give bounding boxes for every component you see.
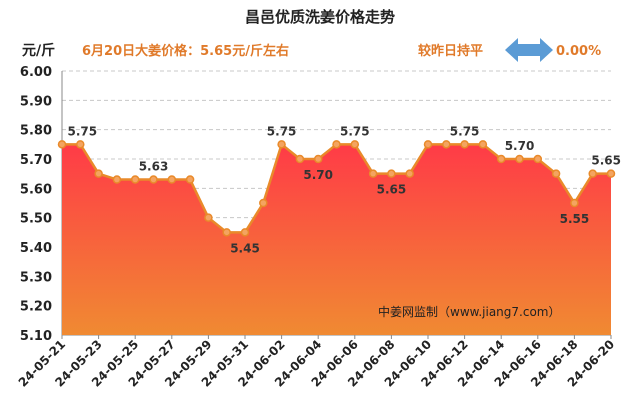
left-right-arrow-icon	[505, 38, 553, 62]
data-point	[240, 228, 250, 237]
y-tick-label: 5.80	[20, 124, 52, 139]
data-label: 5.75	[340, 124, 370, 138]
data-point	[167, 175, 177, 184]
data-label: 5.75	[450, 124, 480, 138]
area-fill-layer	[62, 144, 611, 335]
area-fill	[62, 144, 611, 335]
data-point	[515, 154, 524, 164]
data-point	[259, 198, 268, 208]
data-labels-layer: 5.75 5.63 5.45 5.75 5.70 5.75 5.65 5.75 5.70 5.55…	[67, 124, 621, 255]
y-tick-label: 5.10	[20, 329, 52, 344]
data-point	[460, 140, 469, 149]
data-point	[57, 140, 67, 149]
y-tick-label: 6.00	[20, 65, 52, 80]
y-tick-label: 5.50	[20, 212, 52, 227]
y-unit-label: 元/斤	[22, 42, 55, 59]
data-point	[94, 169, 103, 178]
data-label: 5.55	[560, 212, 590, 226]
data-point	[149, 175, 158, 184]
data-label: 5.45	[230, 241, 260, 255]
markers-layer	[57, 140, 616, 237]
data-point	[606, 169, 616, 178]
y-tick-label: 5.60	[20, 182, 52, 197]
x-axis-ticks: 24-05-2124-05-2324-05-2524-05-2724-05-29…	[16, 335, 617, 390]
watermark: 中姜网监制（www.jiang7.com）	[378, 304, 560, 319]
change-percent: 0.00%	[556, 44, 601, 59]
data-point	[368, 169, 378, 178]
data-point	[350, 140, 360, 149]
data-point	[222, 228, 231, 237]
data-label: 5.70	[505, 139, 535, 153]
data-point	[332, 140, 341, 149]
data-label: 5.63	[139, 160, 169, 174]
y-tick-label: 5.90	[20, 94, 52, 109]
data-point	[442, 140, 451, 149]
data-point	[533, 154, 543, 164]
data-point	[387, 169, 396, 178]
data-label: 5.75	[267, 124, 297, 138]
data-point	[405, 169, 414, 178]
data-label: 5.75	[67, 124, 97, 138]
price-note: 6月20日大姜价格：5.65元/斤左右	[82, 43, 289, 59]
data-point	[570, 198, 579, 208]
data-label: 5.70	[303, 168, 333, 182]
data-point	[76, 140, 85, 149]
y-tick-label: 5.40	[20, 241, 52, 256]
data-point	[204, 213, 213, 222]
y-tick-label: 5.20	[20, 300, 52, 315]
data-point	[185, 175, 195, 184]
compare-label: 较昨日持平	[418, 43, 483, 59]
data-point	[588, 169, 597, 178]
y-tick-label: 5.70	[20, 153, 52, 168]
data-point	[551, 169, 561, 178]
chart-title: 昌邑优质洗姜价格走势	[245, 8, 395, 26]
y-axis-ticks: 6.00 5.90 5.80 5.70 5.60 5.50 5.40 5.30 5.20 5.10	[20, 65, 52, 344]
data-point	[313, 154, 323, 164]
y-tick-label: 5.30	[20, 270, 52, 285]
data-point	[478, 140, 488, 149]
data-point	[112, 175, 122, 184]
data-label: 5.65	[377, 183, 407, 197]
data-label: 5.65	[591, 154, 621, 168]
data-point	[277, 140, 286, 149]
data-point	[423, 140, 433, 149]
data-point	[496, 154, 506, 164]
data-point	[130, 175, 140, 184]
data-point	[295, 154, 305, 164]
